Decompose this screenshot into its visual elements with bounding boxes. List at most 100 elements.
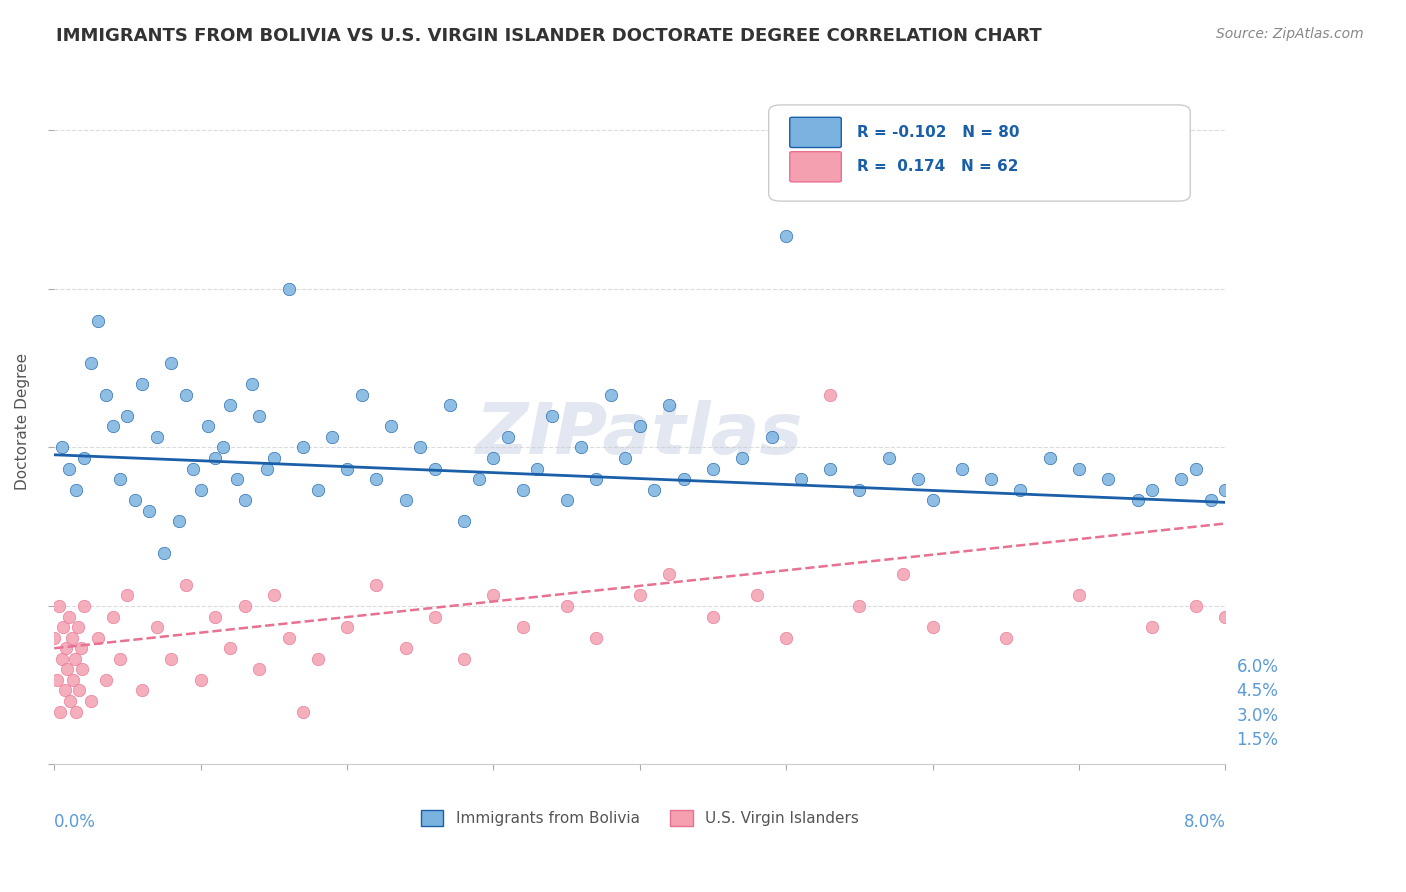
Point [468,472,491,486]
Point [423,609,446,624]
Point [307,652,329,666]
Point [204,609,226,624]
Point [204,450,226,465]
Point [58,609,80,624]
Point [65,705,87,719]
Point [69,641,91,656]
Point [49,705,72,719]
Point [146,430,169,444]
Point [63,652,86,666]
Point [366,578,388,592]
Point [628,588,651,602]
Point [117,409,139,423]
Point [439,398,461,412]
Point [247,409,270,423]
Point [585,631,607,645]
Point [380,419,402,434]
Text: 0.0%: 0.0% [55,813,96,830]
Point [52,620,75,634]
Text: Source: ZipAtlas.com: Source: ZipAtlas.com [1216,27,1364,41]
Point [877,450,900,465]
Point [263,588,285,602]
Point [453,652,475,666]
Text: 6.0%: 6.0% [1236,658,1278,676]
Point [672,472,695,486]
Point [775,631,797,645]
Point [66,620,89,634]
Point [745,588,768,602]
Point [59,694,82,708]
Text: R =  0.174   N = 62: R = 0.174 N = 62 [856,160,1018,174]
Point [1215,483,1237,497]
Point [1185,461,1208,475]
Point [366,472,388,486]
Y-axis label: Doctorate Degree: Doctorate Degree [15,352,30,490]
Point [1185,599,1208,613]
Point [292,705,315,719]
Point [124,493,146,508]
Point [174,387,197,401]
Point [658,567,681,582]
Point [1097,472,1119,486]
Point [482,450,505,465]
Point [731,450,754,465]
Point [292,441,315,455]
Point [48,599,70,613]
Point [183,461,205,475]
Point [72,599,94,613]
Point [585,472,607,486]
Point [46,673,69,687]
Point [921,493,943,508]
Point [1170,472,1192,486]
Point [101,609,124,624]
Point [53,683,76,698]
Point [277,282,299,296]
Point [569,441,592,455]
Point [94,387,117,401]
Point [65,483,87,497]
Point [761,430,783,444]
Point [1010,483,1032,497]
Point [190,673,212,687]
Text: 3.0%: 3.0% [1236,706,1278,724]
Point [994,631,1017,645]
Point [80,694,103,708]
Point [211,441,233,455]
Point [167,515,190,529]
Point [197,419,219,434]
Point [233,493,256,508]
Point [58,461,80,475]
Point [174,578,197,592]
Point [628,419,651,434]
FancyBboxPatch shape [790,152,841,182]
Point [1140,620,1163,634]
Point [67,683,90,698]
Point [818,461,841,475]
Point [775,229,797,244]
Point [160,356,183,370]
Point [55,641,77,656]
Point [818,387,841,401]
FancyBboxPatch shape [790,117,841,147]
Point [336,620,359,634]
Point [56,662,79,676]
Text: IMMIGRANTS FROM BOLIVIA VS U.S. VIRGIN ISLANDER DOCTORATE DEGREE CORRELATION CHA: IMMIGRANTS FROM BOLIVIA VS U.S. VIRGIN I… [56,27,1042,45]
Point [453,515,475,529]
Point [555,493,578,508]
Point [138,504,160,518]
Point [87,313,110,327]
Point [496,430,519,444]
Point [108,472,131,486]
Text: 8.0%: 8.0% [1184,813,1226,830]
Point [117,588,139,602]
FancyBboxPatch shape [769,105,1191,201]
Point [307,483,329,497]
Point [395,641,418,656]
Point [219,641,242,656]
Point [526,461,548,475]
Point [190,483,212,497]
Point [108,652,131,666]
Point [226,472,249,486]
Point [240,376,263,391]
Point [423,461,446,475]
